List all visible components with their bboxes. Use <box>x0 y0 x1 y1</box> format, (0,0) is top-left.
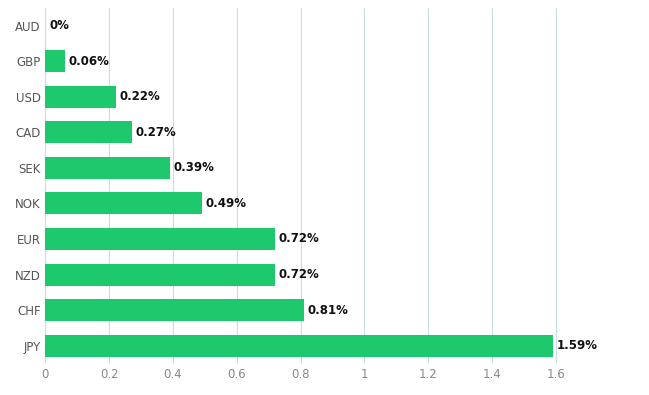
Text: 0%: 0% <box>49 19 69 32</box>
Bar <box>45 192 202 214</box>
Bar <box>45 299 304 321</box>
Bar <box>45 228 275 250</box>
Bar <box>45 263 275 286</box>
Text: 0.39%: 0.39% <box>174 162 215 174</box>
Text: 1.59%: 1.59% <box>556 339 597 352</box>
Bar <box>45 50 64 72</box>
Bar <box>45 157 170 179</box>
Text: 0.06%: 0.06% <box>68 55 109 68</box>
Text: 0.22%: 0.22% <box>119 90 160 103</box>
Text: 0.49%: 0.49% <box>206 197 247 210</box>
Text: 0.72%: 0.72% <box>279 233 320 245</box>
Bar <box>45 121 132 143</box>
Bar <box>45 86 116 108</box>
Text: 0.27%: 0.27% <box>136 126 176 139</box>
Text: 0.72%: 0.72% <box>279 268 320 281</box>
Text: 0.81%: 0.81% <box>308 304 349 316</box>
Bar <box>45 335 552 357</box>
